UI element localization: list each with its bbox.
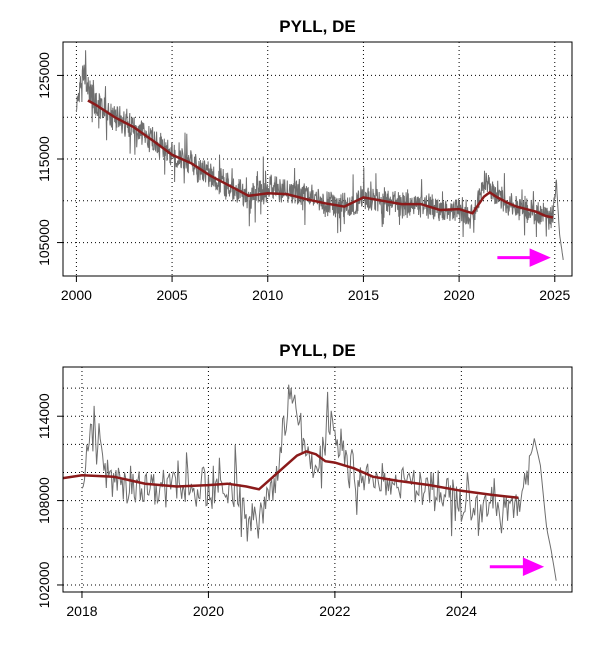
weekly-pyll-line — [81, 384, 557, 581]
x-tick-label: 2020 — [444, 287, 475, 303]
y-tick-label: 102000 — [36, 561, 52, 608]
x-tick-label: 2025 — [539, 287, 570, 303]
y-tick-label: 125000 — [36, 52, 52, 99]
x-tick-label: 2022 — [319, 603, 350, 619]
x-tick-label: 2005 — [156, 287, 187, 303]
y-tick-label: 114000 — [36, 393, 52, 439]
x-tick-label: 2010 — [252, 287, 283, 303]
x-tick-label: 2015 — [348, 287, 379, 303]
x-tick-label: 2024 — [446, 603, 477, 619]
y-tick-label: 108000 — [36, 477, 52, 524]
arrow-head — [522, 557, 545, 576]
arrow-head — [529, 248, 551, 267]
trend-line — [87, 99, 554, 219]
x-tick-label: 2000 — [61, 287, 92, 303]
plot-frame — [62, 366, 573, 593]
chart-panel-bottom: PYLL, DE 2018 2020 2022 2024 102000 108000 1140… — [36, 341, 573, 619]
x-tick-label: 2018 — [66, 603, 97, 619]
chart-title: PYLL, DE — [279, 341, 356, 360]
y-tick-label: 115000 — [36, 136, 52, 182]
y-tick-label: 105000 — [36, 219, 52, 266]
weekly-pyll-line — [75, 50, 564, 260]
x-tick-label: 2020 — [193, 603, 224, 619]
chart-title: PYLL, DE — [279, 17, 356, 36]
trend-line — [63, 450, 519, 500]
chart-panel-top: PYLL, DE 2000 2005 2010 2015 2020 2025 105000 11… — [36, 17, 573, 303]
